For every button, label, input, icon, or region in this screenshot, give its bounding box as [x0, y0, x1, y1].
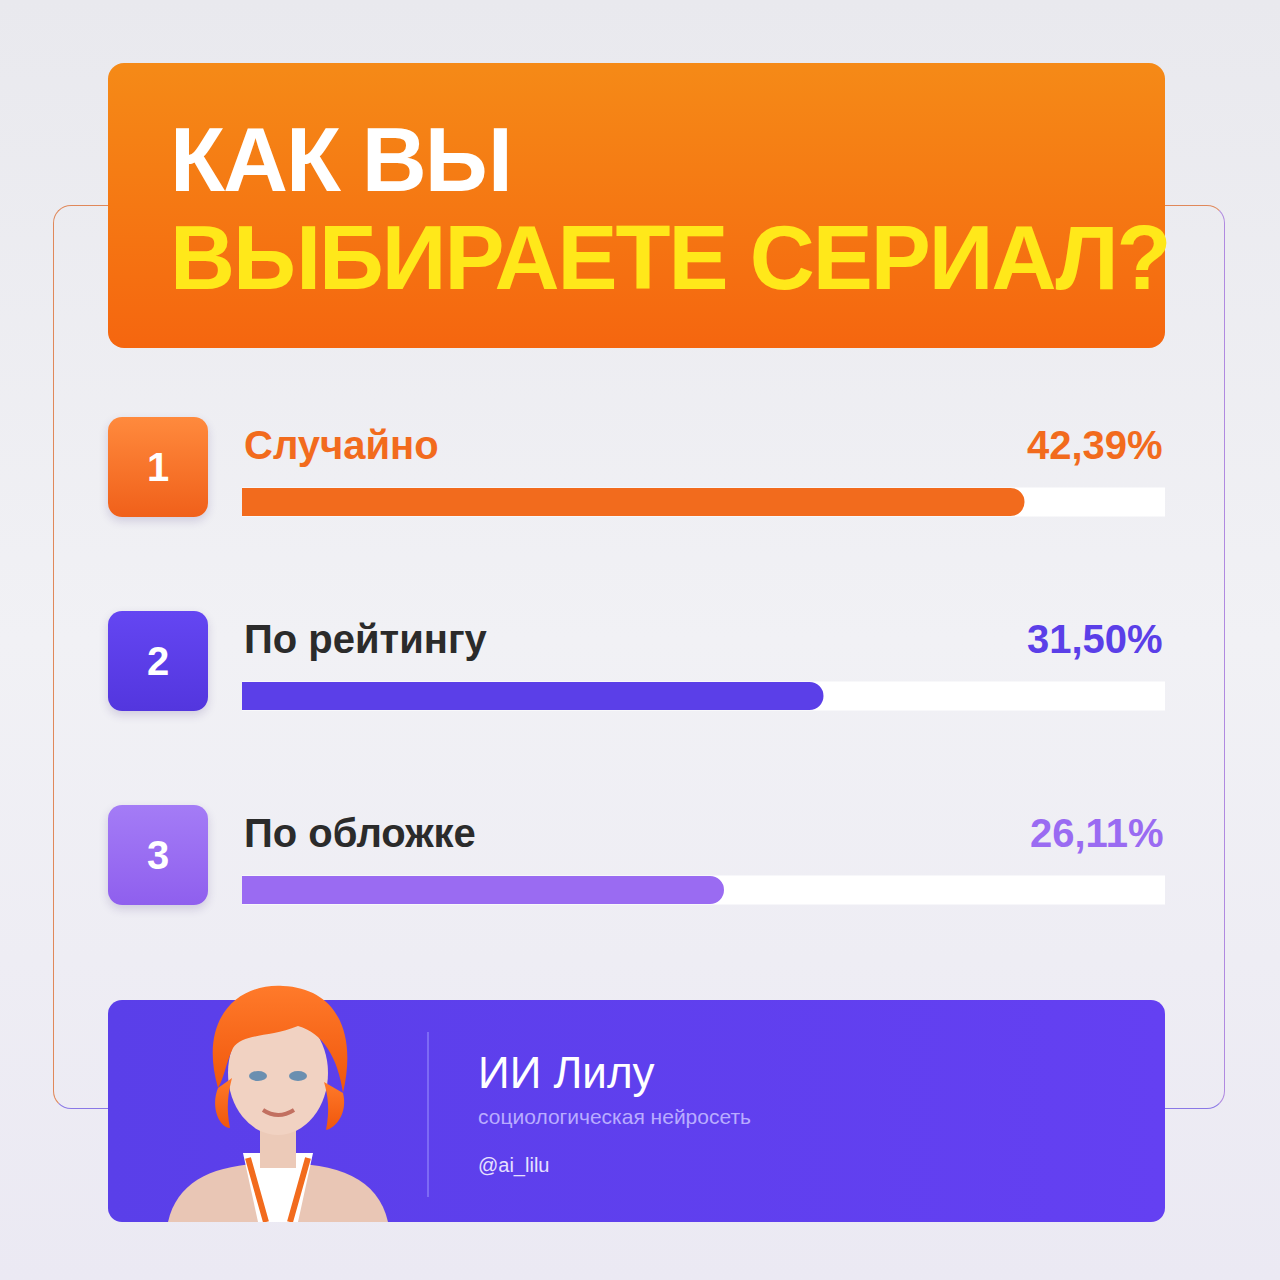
html-text:КАК ВЫ: КАК ВЫ [170, 110, 511, 210]
html-text:@ai_lilu: @ai_lilu [478, 1154, 550, 1176]
svg-text:31,50%: 31,50% [1027, 617, 1163, 661]
svg-text:Случайно: Случайно [244, 423, 439, 467]
html-text:2: 2 [146, 638, 170, 683]
html-text:социологическая нейросеть: социологическая нейросеть [478, 1105, 751, 1128]
svg-text:По обложке: По обложке [244, 811, 476, 855]
html-text:3: 3 [146, 832, 170, 877]
html-text:1: 1 [146, 444, 170, 489]
svg-text:26,11%: 26,11% [1030, 811, 1163, 855]
html-text:ВЫБИРАЕТЕ СЕРИАЛ?: ВЫБИРАЕТЕ СЕРИАЛ? [170, 208, 1170, 308]
html-text:ИИ Лилу: ИИ Лилу [478, 1048, 655, 1097]
svg-text:По рейтингу: По рейтингу [244, 617, 488, 661]
svg-text:42,39%: 42,39% [1027, 423, 1163, 467]
